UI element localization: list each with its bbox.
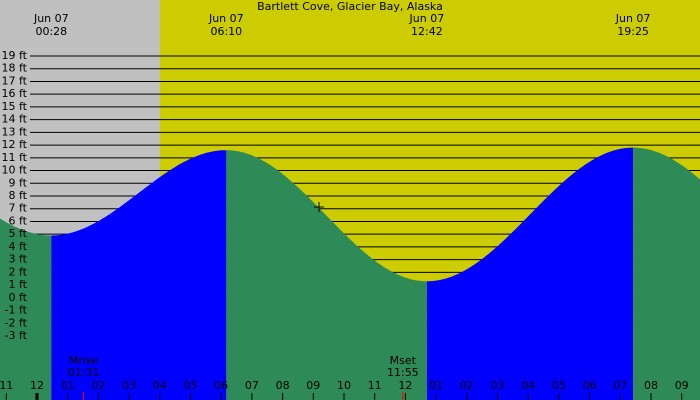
hour-label: 08 — [644, 379, 658, 392]
height-label: -3 ft — [5, 329, 28, 342]
hour-label: 02 — [91, 379, 105, 392]
falling-tide — [226, 150, 427, 400]
height-label: 3 ft — [9, 253, 28, 266]
hour-label: 02 — [460, 379, 474, 392]
tide-date: Jun 07 — [33, 12, 69, 25]
tide-date: Jun 07 — [208, 12, 244, 25]
height-label: 18 ft — [2, 62, 28, 75]
tide-date: Jun 07 — [409, 12, 445, 25]
hour-label: 12 — [30, 379, 44, 392]
height-label: 1 ft — [9, 278, 28, 291]
hour-label: 01 — [61, 379, 75, 392]
tide-area — [0, 147, 700, 400]
tide-date: Jun 07 — [615, 12, 651, 25]
hour-label: 07 — [613, 379, 627, 392]
tide-time: 12:42 — [411, 25, 443, 38]
hour-label: 03 — [491, 379, 505, 392]
height-label: -2 ft — [5, 316, 28, 329]
height-label: 14 ft — [2, 113, 28, 126]
hour-label: 10 — [337, 379, 351, 392]
tide-time: 00:28 — [35, 25, 67, 38]
hour-label: 09 — [675, 379, 689, 392]
hour-label: 07 — [245, 379, 259, 392]
hour-label: 06 — [583, 379, 597, 392]
hour-label: 12 — [398, 379, 412, 392]
cursor — [314, 202, 324, 212]
hour-label: 05 — [184, 379, 198, 392]
hour-label: 05 — [552, 379, 566, 392]
height-label: 5 ft — [9, 227, 28, 240]
moon-time: 01:31 — [68, 366, 100, 379]
height-label: 0 ft — [9, 291, 28, 304]
rising-tide — [51, 150, 227, 400]
title: Bartlett Cove, Glacier Bay, Alaska — [257, 0, 443, 13]
height-label: 17 ft — [2, 74, 28, 87]
height-label: 19 ft — [2, 49, 28, 62]
hour-label: 01 — [429, 379, 443, 392]
height-label: 2 ft — [9, 265, 28, 278]
height-label: 4 ft — [9, 240, 28, 253]
moon-label: Mrise — [69, 354, 99, 367]
hour-label: 04 — [153, 379, 167, 392]
height-label: 9 ft — [9, 176, 28, 189]
height-label: 6 ft — [9, 214, 28, 227]
height-label: 15 ft — [2, 100, 28, 113]
height-label: 7 ft — [9, 202, 28, 215]
height-label: -1 ft — [5, 304, 28, 317]
hour-label: 04 — [521, 379, 535, 392]
height-label: 16 ft — [2, 87, 28, 100]
rising-tide — [426, 147, 634, 400]
hour-label: 11 — [368, 379, 382, 392]
height-label: 11 ft — [2, 151, 28, 164]
falling-tide — [0, 218, 52, 400]
moon-label: Mset — [390, 354, 417, 367]
height-label: 8 ft — [9, 189, 28, 202]
height-label: 12 ft — [2, 138, 28, 151]
moon-time: 11:55 — [387, 366, 419, 379]
hour-label: 03 — [122, 379, 136, 392]
hour-label: 08 — [276, 379, 290, 392]
height-label: 13 ft — [2, 125, 28, 138]
hour-label: 09 — [306, 379, 320, 392]
hour-label: 06 — [214, 379, 228, 392]
hour-label: 11 — [0, 379, 13, 392]
height-label: 10 ft — [2, 164, 28, 177]
tide-time: 06:10 — [210, 25, 242, 38]
falling-tide — [633, 147, 700, 400]
tide-time: 19:25 — [617, 25, 649, 38]
